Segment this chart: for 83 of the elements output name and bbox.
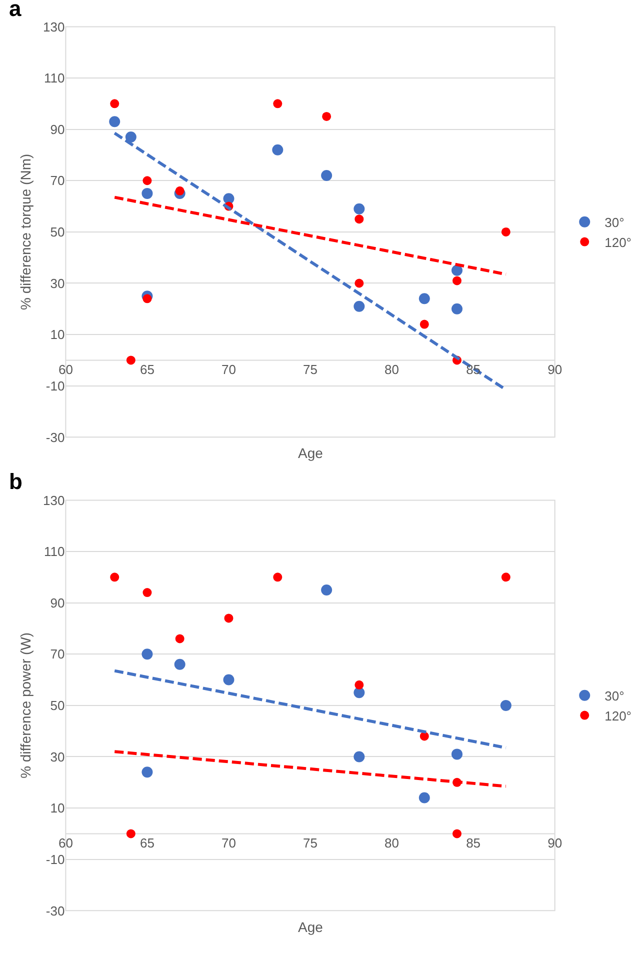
x-tick-label: 60 xyxy=(58,362,73,378)
point xyxy=(125,132,136,143)
y-tick-label: -10 xyxy=(46,378,65,394)
y-axis-title: % difference torque (Nm) xyxy=(18,154,34,310)
point xyxy=(142,588,152,598)
point xyxy=(354,751,365,762)
x-tick-label: 75 xyxy=(303,836,318,851)
y-tick-label: 130 xyxy=(42,492,65,508)
point xyxy=(452,276,462,286)
point xyxy=(109,116,120,128)
x-tick-label: 65 xyxy=(140,836,154,851)
point xyxy=(452,748,462,760)
y-axis-title: % difference power (W) xyxy=(18,632,34,778)
y-tick-label: 30 xyxy=(50,749,65,764)
point xyxy=(418,792,430,804)
y-tick-label: 50 xyxy=(50,224,65,240)
point xyxy=(420,732,429,741)
point xyxy=(142,176,152,186)
point xyxy=(500,700,512,711)
point xyxy=(354,278,364,288)
point xyxy=(110,99,120,108)
x-axis-title: Age xyxy=(298,445,324,461)
y-tick-label: 110 xyxy=(44,70,65,86)
point xyxy=(501,572,510,582)
x-tick-label: 70 xyxy=(222,836,236,851)
point xyxy=(322,112,332,121)
y-tick-label: 10 xyxy=(50,327,65,342)
y-tick-label: 130 xyxy=(42,19,65,34)
point xyxy=(501,227,510,236)
point xyxy=(321,584,332,596)
legend-label: 120° xyxy=(604,234,632,250)
point xyxy=(126,829,136,838)
point xyxy=(142,188,153,199)
point xyxy=(321,170,332,181)
y-tick-label: 50 xyxy=(50,698,65,713)
legend-label: 30° xyxy=(604,688,624,704)
point xyxy=(418,293,430,304)
point xyxy=(110,572,120,582)
point xyxy=(142,648,153,660)
point xyxy=(452,829,462,838)
point xyxy=(272,144,284,156)
point xyxy=(452,303,462,314)
x-tick-label: 70 xyxy=(222,362,236,378)
chart-title: b xyxy=(9,469,22,494)
point xyxy=(224,614,234,623)
point xyxy=(223,674,234,686)
y-tick-label: -10 xyxy=(46,852,65,867)
point xyxy=(126,356,136,365)
point xyxy=(174,658,186,670)
y-tick-label: 30 xyxy=(50,276,65,291)
x-tick-label: 80 xyxy=(384,836,400,851)
point xyxy=(420,320,429,329)
point xyxy=(175,634,184,644)
point xyxy=(175,186,184,196)
x-tick-label: 75 xyxy=(303,362,318,378)
point xyxy=(452,264,462,276)
legend-label: 120° xyxy=(604,708,632,724)
y-tick-label: 10 xyxy=(50,800,65,816)
point xyxy=(223,193,234,204)
legend-label: 30° xyxy=(604,214,624,230)
point xyxy=(354,214,364,224)
point xyxy=(354,300,365,312)
y-tick-label: 90 xyxy=(50,595,65,610)
x-tick-label: 60 xyxy=(58,836,73,851)
x-axis-title: Age xyxy=(298,919,324,935)
point xyxy=(354,680,364,690)
point xyxy=(273,572,282,582)
point xyxy=(142,294,152,304)
y-tick-label: 90 xyxy=(50,122,65,137)
y-tick-label: -30 xyxy=(46,430,65,445)
x-tick-label: 90 xyxy=(548,836,562,851)
point xyxy=(354,203,365,214)
y-tick-label: 70 xyxy=(50,173,65,188)
x-tick-label: 90 xyxy=(548,362,562,378)
x-tick-label: 85 xyxy=(466,836,481,851)
y-tick-label: -30 xyxy=(46,903,65,918)
chart-title: a xyxy=(9,0,22,21)
point xyxy=(273,99,282,108)
y-tick-label: 110 xyxy=(44,544,65,560)
x-tick-label: 80 xyxy=(384,362,400,378)
x-tick-label: 65 xyxy=(140,362,154,378)
y-tick-label: 70 xyxy=(50,646,65,662)
point xyxy=(142,766,153,778)
